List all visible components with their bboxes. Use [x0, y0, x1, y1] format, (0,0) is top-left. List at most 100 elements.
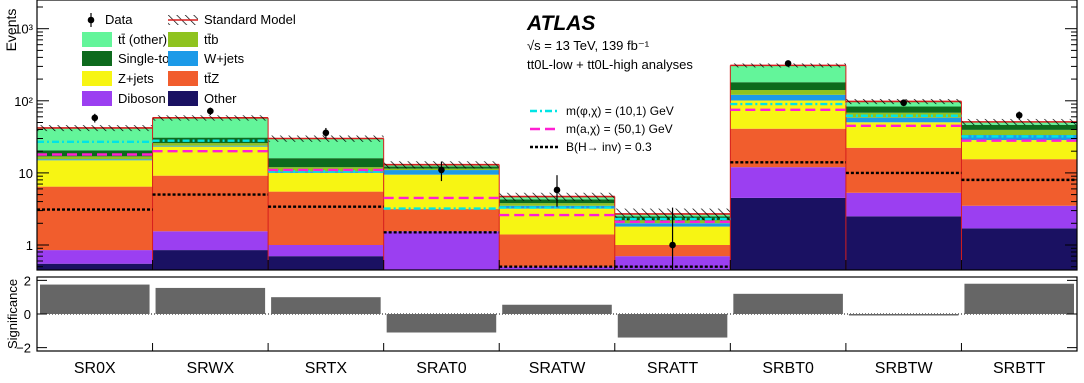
bar-segment — [268, 256, 384, 270]
y-tick-label: 10³ — [14, 22, 33, 37]
significance-bar — [386, 314, 497, 333]
bar-segment — [845, 106, 962, 113]
bar-segment — [37, 156, 153, 160]
legend: Data Standard Model tt̄ (other) tt̄b Single-… — [82, 12, 674, 154]
bar-segment — [961, 205, 1077, 229]
bar-segment — [845, 117, 962, 123]
legend-data-label: Data — [105, 12, 133, 27]
x-category-label: SR0X — [74, 360, 116, 377]
bar-segment — [499, 266, 615, 270]
y-tick-label: 10 — [19, 166, 33, 181]
legend-label: Single-top — [118, 51, 177, 66]
x-category-label: SRWX — [186, 360, 234, 377]
sig-y-axis-label: Significance — [5, 279, 20, 349]
bar-segment — [37, 250, 153, 264]
bar-segment — [961, 140, 1077, 160]
data-point — [438, 166, 445, 174]
legend-swatch — [168, 91, 198, 106]
bar-segment — [730, 167, 846, 198]
bar-segment — [268, 158, 384, 168]
bar-segment — [152, 231, 269, 251]
bar-segment — [152, 117, 269, 138]
bar-segment — [845, 147, 962, 193]
x-category-label: SRAT0 — [416, 360, 466, 377]
bar-segment — [37, 186, 153, 251]
bar-segment — [961, 124, 1077, 130]
uncertainty-band — [961, 118, 1077, 126]
data-point — [207, 107, 214, 115]
bar-segment — [152, 143, 269, 146]
bar-segment — [152, 175, 269, 232]
bar-segment — [730, 128, 846, 168]
bar-segment — [152, 250, 269, 270]
bar-segment — [845, 112, 962, 118]
legend-swatch — [82, 71, 112, 86]
bar-segment — [37, 263, 153, 270]
bar-segment — [961, 129, 1077, 136]
bar-segment — [268, 172, 384, 192]
bar-segment — [268, 138, 384, 159]
x-category-label: SRBTT — [993, 360, 1046, 377]
sig-y-tick-label: 0 — [24, 307, 31, 322]
legend-signal-label: m(a,χ) = (50,1) GeV — [566, 122, 673, 136]
uncertainty-band — [152, 115, 269, 121]
top-y-axis-label: Events — [3, 9, 19, 52]
bar-segment — [268, 191, 384, 245]
y-tick-label: 1 — [26, 238, 33, 253]
data-point — [669, 241, 676, 249]
atlas-analysis: tt0L-low + tt0L-high analyses — [527, 57, 693, 72]
uncertainty-band — [268, 135, 384, 142]
bottom-panel: −2 0 2 Significance SR0X SRWX SRTX SRAT0 SRATW SR… — [5, 273, 1078, 377]
significance-bar — [502, 304, 612, 314]
top-frame — [36, 0, 1078, 271]
significance-bar — [733, 293, 843, 314]
x-category-label: SRBTW — [875, 360, 934, 377]
bar-segment — [961, 228, 1077, 270]
significance-bar — [964, 283, 1074, 314]
legend-label: tt̄ (other) — [118, 32, 167, 47]
legend-label: W+jets — [204, 51, 245, 66]
legend-data-marker — [87, 16, 95, 24]
uncertainty-band — [37, 125, 153, 132]
data-point — [900, 99, 907, 107]
bar-segment — [268, 171, 384, 173]
data-point — [784, 60, 792, 67]
bar-segment — [499, 234, 615, 267]
atlas-energy-lumi: √s = 13 TeV, 139 fb⁻¹ — [527, 38, 650, 53]
legend-swatch — [82, 51, 112, 66]
legend-label: Z+jets — [118, 71, 154, 86]
sig-y-tick-label: 2 — [24, 273, 31, 288]
bar-segment — [499, 205, 615, 209]
legend-label: Diboson — [118, 91, 166, 106]
bar-segment — [268, 167, 384, 172]
data-point — [91, 114, 99, 122]
stacked-bars — [37, 60, 1077, 270]
bar-segment — [845, 216, 962, 270]
legend-label: Other — [204, 91, 237, 106]
legend-swatch — [168, 71, 198, 86]
x-category-label: SRTX — [305, 360, 348, 377]
bar-segment — [961, 159, 1077, 206]
bar-segment — [383, 209, 500, 232]
significance-bar — [271, 297, 381, 314]
x-category-label: SRBT0 — [762, 360, 814, 377]
significance-bar — [848, 314, 959, 316]
bar-segment — [37, 160, 153, 187]
legend-signal-label: B(H→ inv) = 0.3 — [566, 140, 652, 154]
legend-label: tt̄Z — [204, 71, 219, 86]
atlas-label: ATLAS √s = 13 TeV, 139 fb⁻¹ tt0L-low + t… — [526, 12, 693, 72]
legend-swatch — [82, 32, 112, 47]
legend-sm-label: Standard Model — [204, 12, 296, 27]
y-tick-label: 10² — [14, 94, 33, 109]
bar-segment — [37, 150, 153, 157]
bar-segment — [152, 137, 269, 144]
top-y-ticks: 1 10 10² 10³ — [14, 6, 1077, 270]
bar-segment — [37, 128, 153, 151]
bar-segment — [845, 192, 962, 217]
bar-segment — [383, 231, 500, 270]
bar-segment — [961, 135, 1077, 141]
data-point — [1015, 111, 1023, 119]
legend-signal-label: m(φ,χ) = (10,1) GeV — [566, 104, 674, 118]
bar-segment — [37, 159, 153, 161]
